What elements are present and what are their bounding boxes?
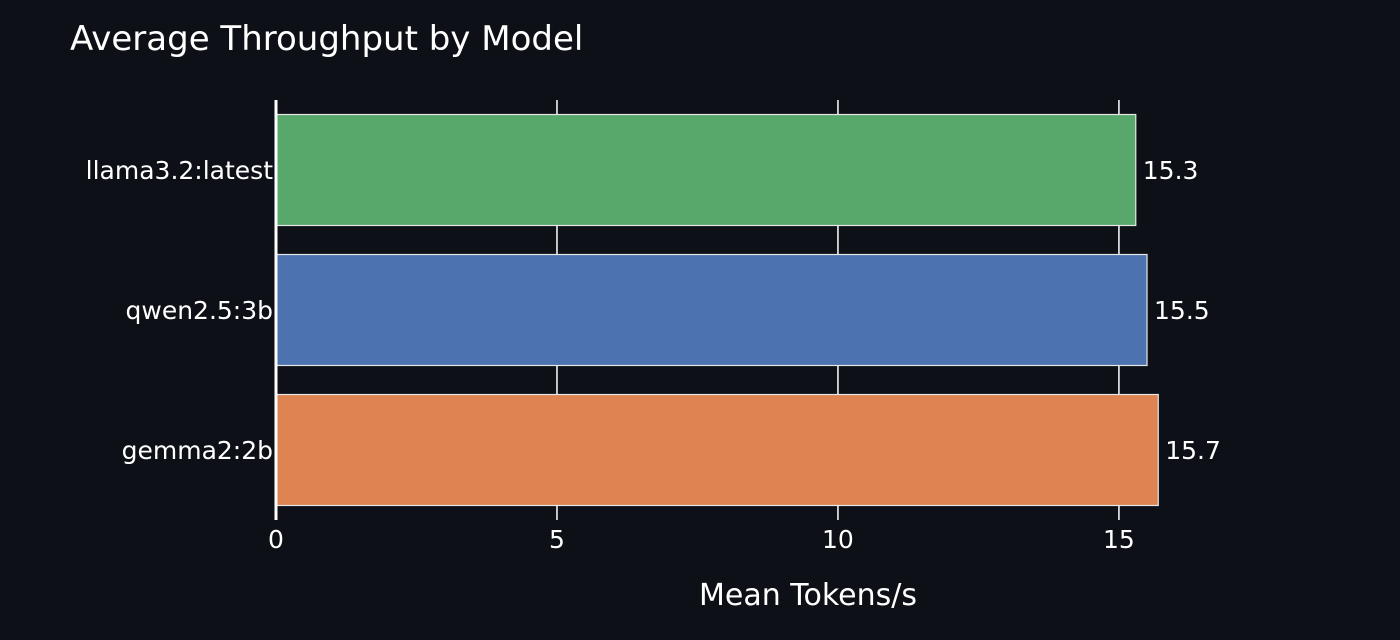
labels: 0 5 10 15 llama3.2:latest 15.3 qwen2.5:3b 15.5 g… <box>86 156 1221 554</box>
x-axis-title: Mean Tokens/s <box>699 578 917 613</box>
category-label: gemma2:2b <box>122 436 273 465</box>
x-tick-label-10: 10 <box>822 525 854 554</box>
value-label: 15.3 <box>1143 156 1199 185</box>
bar-llama3.2:latest <box>275 113 1137 227</box>
x-tick-label-15: 15 <box>1103 525 1135 554</box>
value-label: 15.7 <box>1165 436 1221 465</box>
x-tick-label-0: 0 <box>268 525 284 554</box>
bar-gemma2:2b <box>275 393 1159 507</box>
bar-qwen2.5:3b <box>275 253 1148 367</box>
category-label: llama3.2:latest <box>86 156 274 185</box>
bars <box>275 113 1159 507</box>
chart-title: Average Throughput by Model <box>70 19 583 59</box>
x-tick-label-5: 5 <box>549 525 565 554</box>
category-label: qwen2.5:3b <box>126 296 274 325</box>
value-label: 15.5 <box>1154 296 1210 325</box>
